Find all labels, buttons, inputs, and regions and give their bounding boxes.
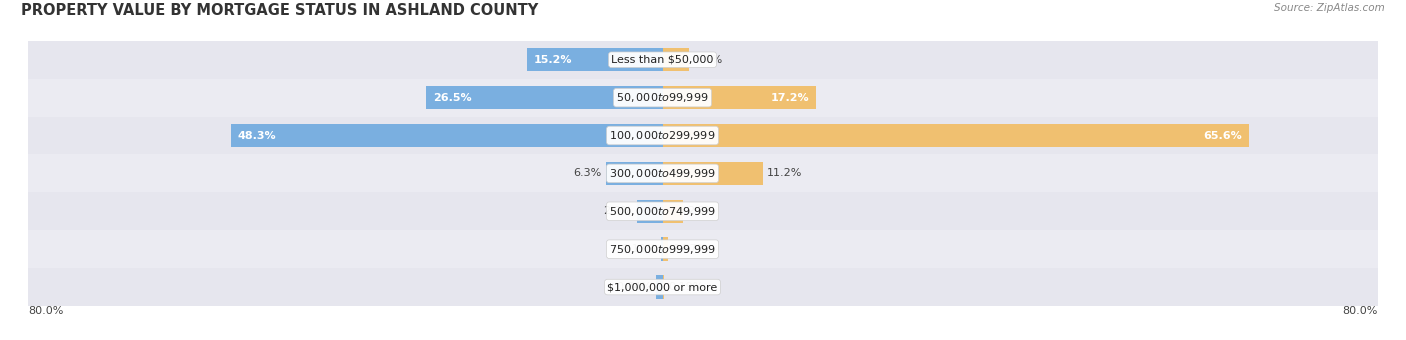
Text: 0.13%: 0.13% <box>621 244 657 254</box>
Bar <box>527 48 662 71</box>
Bar <box>28 230 1378 268</box>
Text: 0.74%: 0.74% <box>616 282 651 292</box>
Text: $300,000 to $499,999: $300,000 to $499,999 <box>609 167 716 180</box>
Bar <box>606 162 662 185</box>
Text: 80.0%: 80.0% <box>1343 306 1378 316</box>
Text: $100,000 to $299,999: $100,000 to $299,999 <box>609 129 716 142</box>
Text: PROPERTY VALUE BY MORTGAGE STATUS IN ASHLAND COUNTY: PROPERTY VALUE BY MORTGAGE STATUS IN ASH… <box>21 3 538 18</box>
Bar <box>662 86 817 109</box>
Bar <box>28 79 1378 117</box>
Bar <box>662 124 1249 147</box>
Bar <box>28 192 1378 230</box>
Text: 11.2%: 11.2% <box>768 168 803 179</box>
Bar <box>662 200 683 223</box>
Text: 2.3%: 2.3% <box>688 206 716 216</box>
Text: 15.2%: 15.2% <box>534 55 572 65</box>
Text: 80.0%: 80.0% <box>28 306 63 316</box>
Bar <box>655 275 662 299</box>
Text: Less than $50,000: Less than $50,000 <box>612 55 714 65</box>
Bar <box>662 237 668 261</box>
Bar <box>28 268 1378 306</box>
Text: 3.0%: 3.0% <box>693 55 723 65</box>
Text: 2.9%: 2.9% <box>603 206 633 216</box>
Text: 48.3%: 48.3% <box>238 131 277 140</box>
Bar <box>28 117 1378 154</box>
Bar <box>28 154 1378 192</box>
Text: 0.19%: 0.19% <box>669 282 704 292</box>
Bar <box>637 200 662 223</box>
Bar <box>662 275 664 299</box>
Text: 0.57%: 0.57% <box>672 244 707 254</box>
Bar <box>28 41 1378 79</box>
Text: $750,000 to $999,999: $750,000 to $999,999 <box>609 243 716 256</box>
Text: 65.6%: 65.6% <box>1204 131 1241 140</box>
Text: 6.3%: 6.3% <box>574 168 602 179</box>
Text: $1,000,000 or more: $1,000,000 or more <box>607 282 717 292</box>
Legend: Without Mortgage, With Mortgage: Without Mortgage, With Mortgage <box>575 336 831 340</box>
Text: $500,000 to $749,999: $500,000 to $749,999 <box>609 205 716 218</box>
Bar <box>426 86 662 109</box>
Text: 17.2%: 17.2% <box>770 92 810 103</box>
Bar <box>662 162 762 185</box>
Bar <box>662 48 689 71</box>
Text: $50,000 to $99,999: $50,000 to $99,999 <box>616 91 709 104</box>
Text: 26.5%: 26.5% <box>433 92 471 103</box>
Bar <box>231 124 662 147</box>
Text: Source: ZipAtlas.com: Source: ZipAtlas.com <box>1274 3 1385 13</box>
